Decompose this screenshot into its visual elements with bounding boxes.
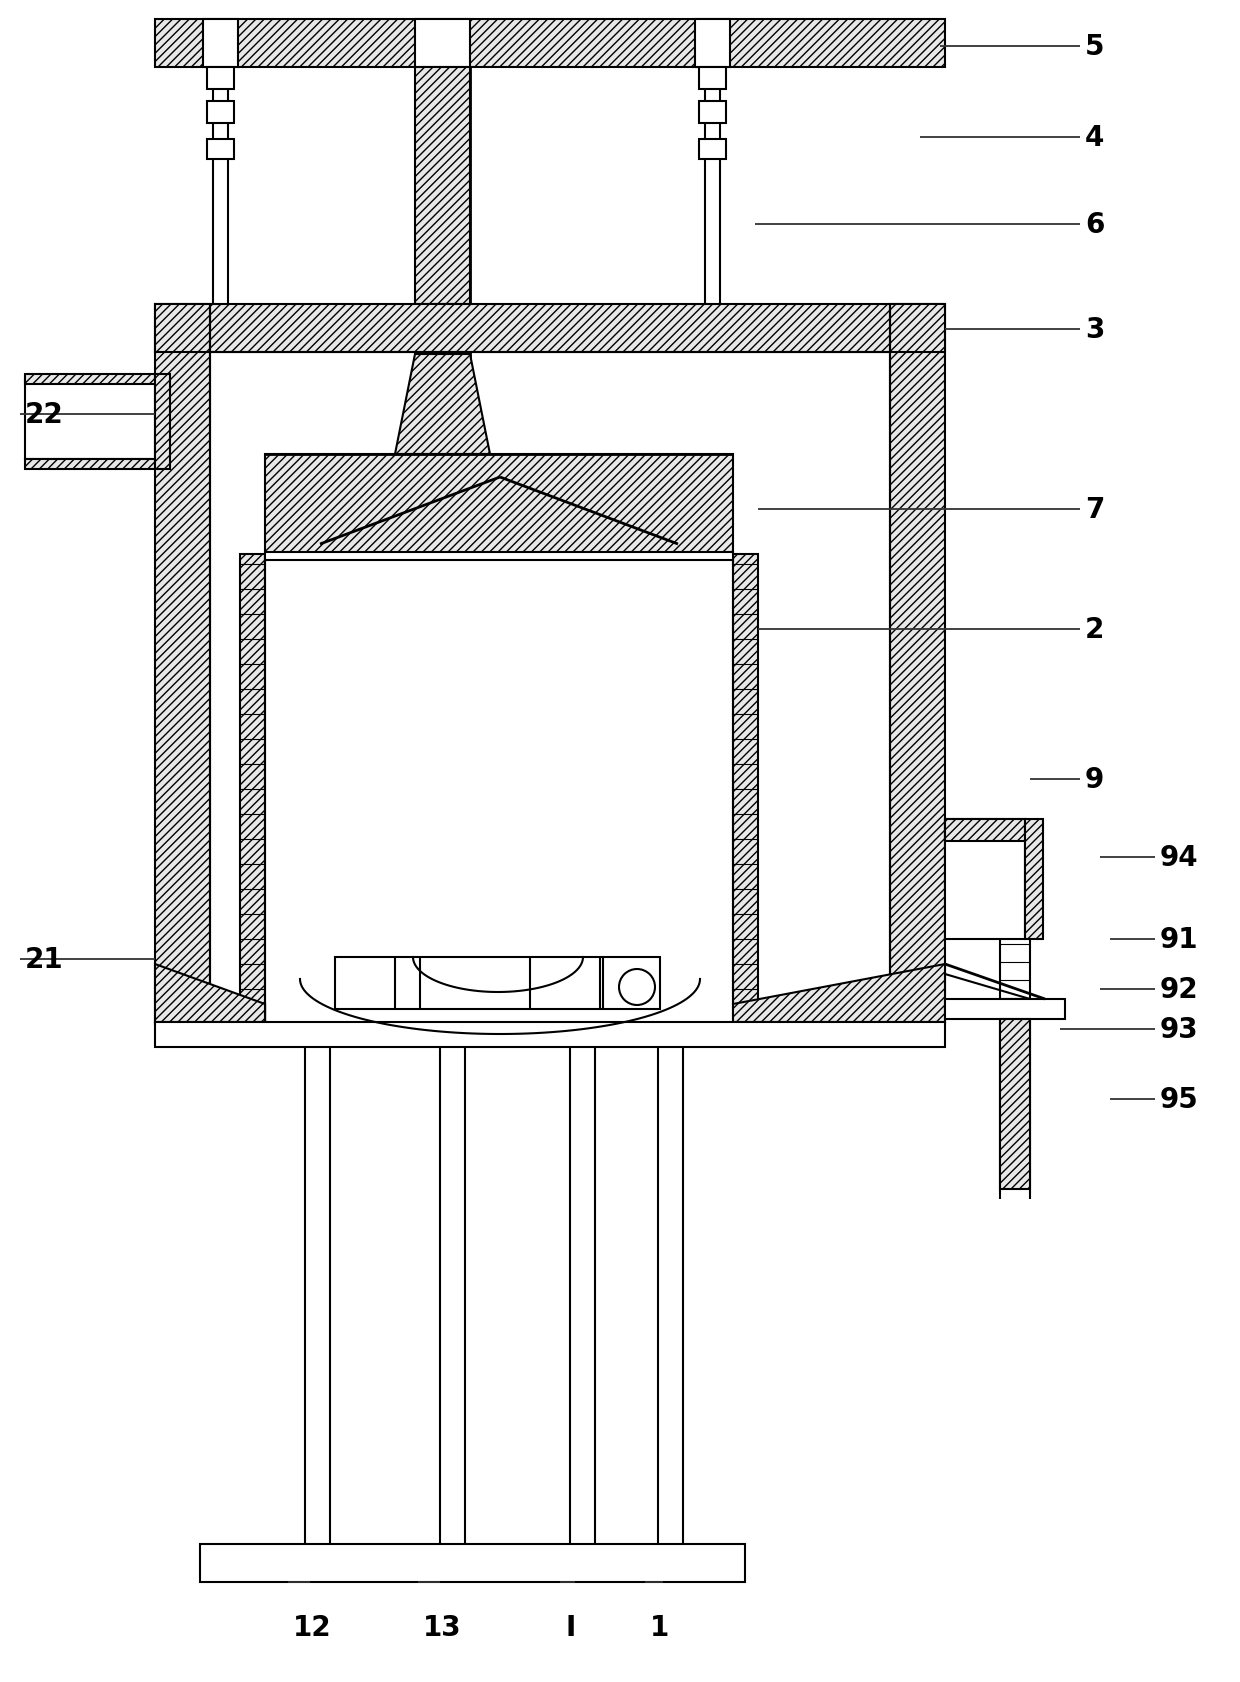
Bar: [155, 1023, 945, 1048]
Bar: [1025, 819, 1043, 940]
Text: 93: 93: [1159, 1016, 1199, 1043]
Bar: [25, 380, 155, 459]
Bar: [265, 553, 733, 560]
Text: 94: 94: [1159, 843, 1199, 871]
Bar: [200, 1544, 745, 1583]
Polygon shape: [415, 67, 470, 304]
Text: 6: 6: [1085, 210, 1105, 239]
Text: 9: 9: [1085, 765, 1105, 794]
Polygon shape: [155, 964, 265, 1023]
Text: 5: 5: [1085, 34, 1105, 61]
Polygon shape: [733, 964, 945, 1023]
Text: 4: 4: [1085, 124, 1105, 151]
Bar: [203, 20, 238, 67]
Text: 22: 22: [25, 400, 63, 429]
Bar: [207, 140, 234, 160]
Bar: [155, 304, 210, 1024]
Text: 2: 2: [1085, 616, 1105, 644]
Bar: [699, 67, 725, 89]
Text: 21: 21: [25, 945, 63, 974]
Bar: [945, 819, 1025, 841]
Text: 91: 91: [1159, 925, 1199, 954]
Bar: [25, 375, 155, 385]
Bar: [155, 20, 945, 67]
Text: 7: 7: [1085, 496, 1105, 523]
Text: 95: 95: [1159, 1085, 1199, 1113]
Polygon shape: [155, 1004, 265, 1024]
Bar: [415, 20, 470, 67]
Bar: [207, 67, 234, 89]
Polygon shape: [396, 355, 490, 454]
Text: 92: 92: [1159, 976, 1199, 1004]
Text: 12: 12: [293, 1613, 331, 1642]
Bar: [25, 459, 155, 469]
Bar: [699, 103, 725, 124]
Polygon shape: [155, 1004, 265, 1024]
Bar: [945, 819, 1025, 940]
Bar: [999, 1019, 1030, 1189]
Bar: [733, 555, 758, 1024]
Bar: [207, 103, 234, 124]
Bar: [155, 304, 945, 353]
Bar: [335, 957, 660, 1009]
Text: 1: 1: [650, 1613, 670, 1642]
Text: 13: 13: [423, 1613, 461, 1642]
Bar: [699, 140, 725, 160]
Bar: [890, 304, 945, 1024]
Polygon shape: [210, 1004, 265, 1023]
Bar: [265, 454, 733, 555]
Bar: [241, 555, 265, 1024]
Bar: [945, 999, 1065, 1019]
Text: I: I: [565, 1613, 575, 1642]
Bar: [155, 375, 170, 469]
Bar: [694, 20, 730, 67]
Text: 3: 3: [1085, 316, 1105, 343]
